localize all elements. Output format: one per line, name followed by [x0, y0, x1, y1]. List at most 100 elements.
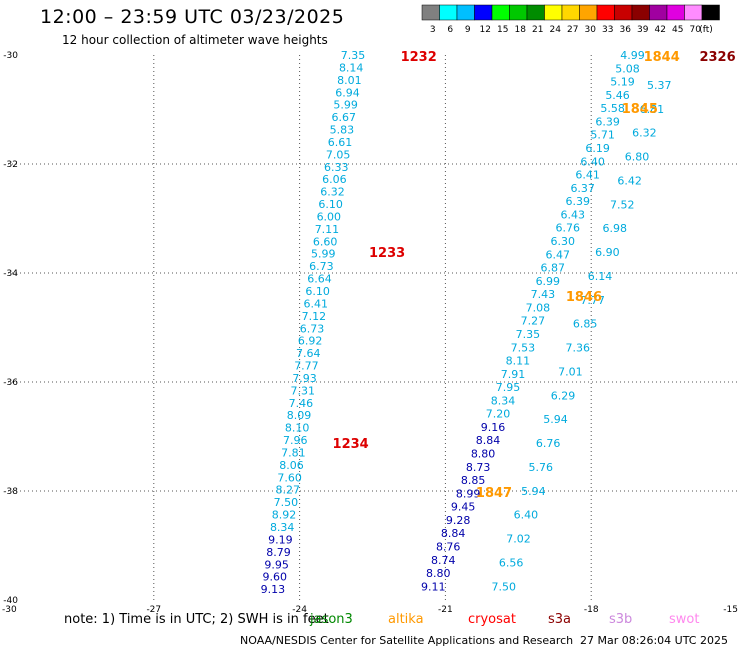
wave-height-value: 7.77	[580, 294, 605, 307]
colorbar-label: 18	[515, 25, 527, 34]
wave-height-value: 7.43	[531, 288, 556, 301]
wave-height-value: 5.99	[311, 248, 336, 261]
legend-item-s3b: s3b	[609, 612, 633, 627]
satellite-track: 7.358.148.016.945.996.675.836.617.056.33…	[261, 49, 437, 596]
colorbar-label: 9	[465, 25, 471, 34]
wave-height-value: 7.60	[277, 471, 302, 484]
satellite-track: 5.37 6.81 6.32 6.80 6.42 7.52 6.98 6.90 6.14 7.77…	[491, 50, 735, 593]
colorbar-label: 15	[497, 25, 508, 34]
wave-height-value: 6.90	[595, 246, 620, 259]
wave-height-value: 5.46	[605, 89, 630, 102]
y-tick-label: -34	[3, 269, 18, 279]
wave-height-value: 9.95	[264, 558, 289, 571]
wave-height-value: 8.34	[270, 521, 295, 534]
wave-height-value: 8.74	[431, 554, 456, 567]
colorbar-swatch	[701, 4, 720, 21]
legend-item-jason3: jason3	[310, 612, 353, 627]
wave-height-value: 6.30	[551, 235, 576, 248]
wave-height-value: 8.76	[436, 541, 461, 554]
wave-height-value: 6.94	[335, 86, 360, 99]
wave-height-value: 6.32	[632, 127, 657, 140]
wave-height-value: 8.84	[476, 434, 501, 447]
wave-height-value: 6.40	[580, 155, 605, 168]
wave-height-value: 7.35	[341, 49, 366, 62]
wave-height-value: 9.28	[446, 514, 471, 527]
x-tick-label: -15	[723, 605, 738, 615]
wave-height-value: 7.12	[302, 310, 327, 323]
wave-height-value: 8.06	[279, 459, 304, 472]
wave-height-value: 9.11	[421, 580, 446, 593]
wave-height-value: 7.96	[283, 434, 308, 447]
pass-time-label: 1845	[622, 102, 658, 117]
wave-height-value: 8.14	[339, 61, 364, 74]
wave-height-value: 9.45	[451, 501, 476, 514]
wave-height-value: 6.19	[585, 142, 610, 155]
pass-time-label: 1234	[333, 437, 369, 452]
wave-height-value: 5.94	[521, 485, 546, 498]
wave-height-value: 6.73	[309, 260, 334, 273]
colorbar-label: 6	[447, 25, 453, 34]
satellite-track: 4.995.085.195.465.586.395.716.196.406.41…	[421, 49, 680, 593]
y-tick-label: -30	[3, 51, 18, 61]
colorbar-label: 24	[550, 25, 562, 34]
colorbar-unit: (ft)	[699, 25, 713, 34]
wave-height-value: 6.29	[551, 389, 576, 402]
wave-height-value: 7.50	[491, 580, 516, 593]
wave-height-value: 8.09	[287, 409, 312, 422]
wave-height-value: 7.64	[296, 347, 321, 360]
colorbar-label: 45	[672, 25, 683, 34]
page-title: 12:00 – 23:59 UTC 03/23/2025	[40, 6, 345, 28]
colorbar-legend: 3 6 9 12 15 18 21 24 27 30 33 36 39 42 45 70(ft)	[421, 4, 720, 34]
wave-height-value: 7.08	[526, 301, 551, 314]
pass-time-label: 1847	[476, 486, 512, 501]
wave-height-value: 6.39	[565, 195, 590, 208]
wave-height-value: 6.73	[300, 322, 325, 335]
wave-height-value: 7.11	[315, 223, 340, 236]
legend-item-cryosat: cryosat	[468, 612, 516, 627]
wave-height-value: 9.16	[481, 421, 506, 434]
wave-height-value: 9.19	[268, 533, 293, 546]
legend-item-swot: swot	[669, 612, 700, 627]
wave-height-value: 6.60	[313, 235, 338, 248]
page-subtitle: 12 hour collection of altimeter wave hei…	[62, 33, 328, 47]
wave-height-value: 6.00	[317, 210, 342, 223]
wave-height-value: 7.35	[516, 328, 541, 341]
wave-height-value: 6.76	[556, 222, 581, 235]
note-text: note: 1) Time is in UTC; 2) SWH is in fe…	[64, 612, 329, 627]
wave-height-value: 8.73	[466, 461, 491, 474]
wave-height-value: 7.31	[290, 384, 315, 397]
wave-height-value: 7.53	[511, 341, 536, 354]
x-tick-label: -21	[438, 605, 453, 615]
colorbar-label: 21	[532, 25, 543, 34]
wave-height-value: 6.43	[560, 208, 585, 221]
wave-height-value: 6.42	[617, 174, 642, 187]
pass-time-label: 1846	[566, 290, 602, 305]
wave-height-value: 6.67	[331, 111, 356, 124]
wave-height-value: 6.76	[536, 437, 561, 450]
colorbar-label: 70	[690, 25, 702, 34]
wave-height-value: 9.60	[262, 571, 287, 584]
y-tick-label: -32	[3, 160, 18, 170]
colorbar-label: 33	[602, 25, 613, 34]
wave-height-value: 6.41	[304, 297, 329, 310]
wave-height-value: 6.81	[640, 103, 665, 116]
colorbar-label: 30	[585, 25, 597, 34]
wave-height-value: 7.20	[486, 408, 511, 421]
pass-time-label: 1233	[369, 246, 405, 261]
wave-height-value: 8.10	[285, 422, 310, 435]
y-tick-label: -40	[3, 596, 18, 606]
wave-height-value: 8.80	[471, 448, 496, 461]
wave-height-value: 8.99	[456, 487, 481, 500]
wave-height-value: 6.56	[499, 556, 524, 569]
wave-height-value: 7.36	[566, 342, 591, 355]
wave-height-value: 8.85	[461, 474, 486, 487]
wave-height-value: 5.71	[590, 129, 615, 142]
wave-height-value: 7.27	[521, 315, 546, 328]
wave-height-value: 9.13	[261, 583, 286, 596]
wave-height-value: 5.58	[600, 102, 625, 115]
wave-height-value: 5.94	[543, 413, 568, 426]
wave-height-value: 6.06	[322, 173, 347, 186]
wave-height-value: 6.87	[541, 262, 566, 275]
wave-height-value: 6.92	[298, 335, 323, 348]
